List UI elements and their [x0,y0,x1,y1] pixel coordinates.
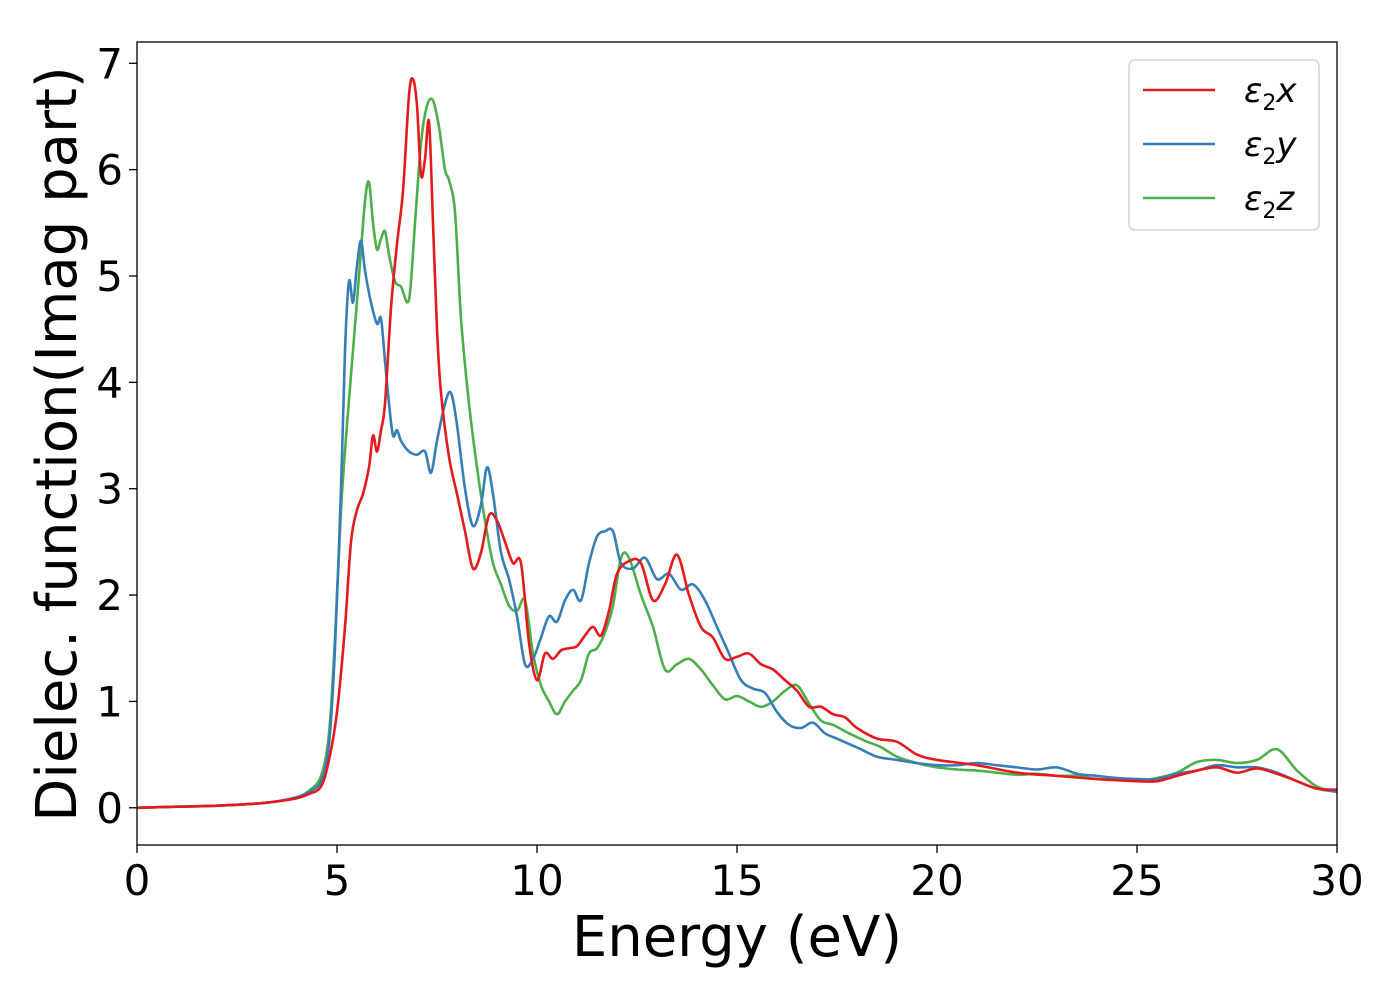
y-tick-label: 1 [96,677,123,726]
legend-box [1128,59,1320,231]
x-tick-label: 25 [1110,856,1163,905]
y-axis-label: Dielec. function(Imag part) [25,66,90,822]
y-tick-label: 2 [96,571,123,620]
y-axis-ticks: 0 1 2 3 4 5 6 7 [96,39,137,833]
x-tick-label: 30 [1310,856,1363,905]
x-tick-label: 20 [910,856,963,905]
legend-label-subscript: 2 [1262,199,1276,224]
y-tick-label: 0 [96,784,123,833]
legend-label-subscript: 2 [1262,145,1276,170]
y-tick-label: 6 [96,146,123,195]
series-line-z [136,97,1338,810]
x-tick-label: 5 [324,856,351,905]
legend-label-suffix: x [1275,71,1297,111]
legend-label-base: ε [1244,125,1262,165]
legend-label-subscript: 2 [1262,91,1276,116]
legend-label-y: ε2y [1244,125,1297,170]
x-axis-ticks: 0 5 10 15 20 25 30 [124,845,1364,905]
legend-label-suffix: z [1275,179,1295,219]
legend-label-base: ε [1244,71,1262,111]
x-tick-label: 15 [710,856,763,905]
y-tick-label: 3 [96,465,123,514]
series-line-y [136,239,1338,810]
series-lines [136,77,1338,810]
legend-label-z: ε2z [1244,179,1295,224]
legend-label-base: ε [1244,179,1262,219]
x-tick-label: 10 [510,856,563,905]
x-axis-label: Energy (eV) [572,905,902,970]
legend-label-x: ε2x [1244,71,1297,116]
series-line-x [136,77,1338,810]
legend-label-suffix: y [1275,125,1297,165]
x-tick-label: 0 [124,856,151,905]
y-tick-label: 4 [96,358,123,407]
y-tick-label: 5 [96,252,123,301]
y-tick-label: 7 [96,39,123,88]
